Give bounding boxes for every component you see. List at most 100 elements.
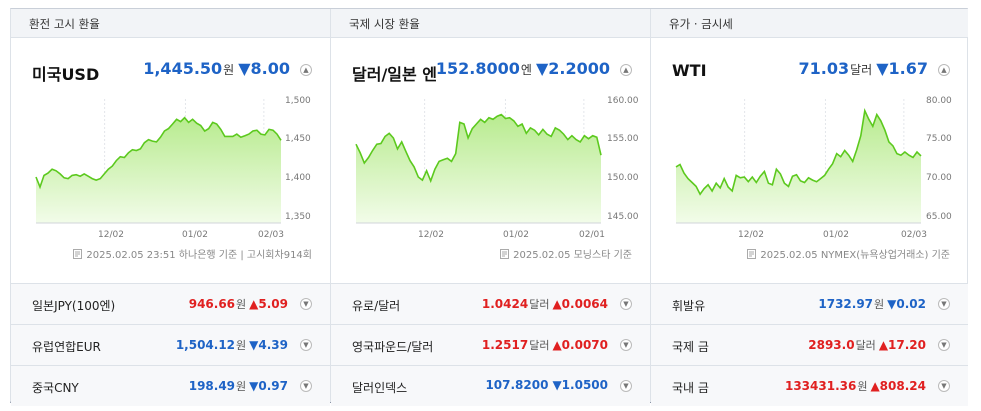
price-value: 152.8000 xyxy=(435,59,520,78)
series-line xyxy=(675,107,922,196)
expand-chevron-down-icon[interactable]: ▼ xyxy=(300,339,312,351)
item-change: ▼1.0500 xyxy=(552,378,608,392)
y-tick-label: 145.00 xyxy=(607,212,639,222)
exchange-rate-panel: 환전 고시 환율 미국USD 1,445.50원 ▼8.00 ▲ 1,500 1,… xyxy=(11,9,330,406)
series-line xyxy=(35,116,282,190)
item-price: 1.2517 xyxy=(481,338,529,352)
y-tick-label: 1,350 xyxy=(285,212,311,222)
list-item[interactable]: 달러인덱스 107.8200 ▼1.0500 ▼ xyxy=(331,365,650,406)
item-price: 198.49 xyxy=(188,379,236,393)
y-tick-label: 75.00 xyxy=(926,134,952,144)
sub-item-list: 일본JPY(100엔) 946.66원 ▲5.09 ▼ 유럽연합EUR 1,504… xyxy=(11,283,330,406)
expand-chevron-down-icon[interactable]: ▼ xyxy=(938,339,950,351)
y-tick-label: 160.00 xyxy=(607,96,639,106)
item-change: ▼0.02 xyxy=(887,297,926,311)
panel-header[interactable]: 유가 · 금시세 xyxy=(651,9,968,38)
list-item[interactable]: 영국파운드/달러 1.2517달러 ▲0.0070 ▼ xyxy=(331,324,650,365)
exchange-rate-chart: 1,500 1,450 1,400 1,350 12/02 01/02 02/0… xyxy=(35,96,311,240)
data-source-note: 2025.02.05 모닝스타 기준 xyxy=(500,246,632,261)
list-item[interactable]: 유로/달러 1.0424달러 ▲0.0064 ▼ xyxy=(331,283,650,324)
item-name: 국제 금 xyxy=(672,340,709,354)
item-price: 107.8200 xyxy=(485,378,549,392)
expand-chevron-down-icon[interactable]: ▼ xyxy=(620,380,632,392)
x-tick-label: 12/02 xyxy=(738,230,764,240)
y-tick-label: 70.00 xyxy=(926,173,952,183)
expand-chevron-down-icon[interactable]: ▼ xyxy=(300,380,312,392)
price-unit: 원 xyxy=(223,63,235,77)
panel-header[interactable]: 환전 고시 환율 xyxy=(11,9,330,38)
item-unit: 달러 xyxy=(855,339,876,352)
market-widget: 환전 고시 환율 미국USD 1,445.50원 ▼8.00 ▲ 1,500 1,… xyxy=(10,8,968,406)
item-value: 133431.36원 ▲808.24 xyxy=(785,378,926,394)
list-item[interactable]: 국제 금 2893.0달러 ▲17.20 ▼ xyxy=(651,324,968,365)
series-line xyxy=(355,113,602,184)
expand-chevron-down-icon[interactable]: ▼ xyxy=(620,298,632,310)
item-change: ▲808.24 xyxy=(870,379,926,393)
panel-header[interactable]: 국제 시장 환율 xyxy=(331,9,650,38)
main-item-title[interactable]: 미국USD xyxy=(32,65,100,84)
item-price: 1732.97 xyxy=(818,297,874,311)
x-tick-label: 02/01 xyxy=(579,230,605,240)
y-tick-label: 80.00 xyxy=(926,96,952,106)
item-value: 1732.97원 ▼0.02 xyxy=(818,296,926,312)
item-value: 946.66원 ▲5.09 xyxy=(189,296,288,312)
expand-chevron-down-icon[interactable]: ▼ xyxy=(620,339,632,351)
y-tick-label: 1,450 xyxy=(285,134,311,144)
document-icon xyxy=(747,249,757,259)
expand-chevron-up-icon[interactable]: ▲ xyxy=(300,64,312,76)
area-fill xyxy=(36,117,281,223)
source-text: 2025.02.05 23:51 하나은행 기준 | 고시회차914회 xyxy=(86,250,312,261)
item-unit: 달러 xyxy=(529,298,550,311)
item-unit: 원 xyxy=(236,298,247,311)
item-price: 1.0424 xyxy=(481,297,529,311)
item-unit: 원 xyxy=(857,380,868,393)
list-item[interactable]: 중국CNY 198.49원 ▼0.97 ▼ xyxy=(11,365,330,406)
expand-chevron-down-icon[interactable]: ▼ xyxy=(938,298,950,310)
item-name: 유로/달러 xyxy=(352,299,401,313)
expand-chevron-down-icon[interactable]: ▼ xyxy=(300,298,312,310)
item-value: 1.2517달러 ▲0.0070 xyxy=(482,337,608,353)
item-name: 일본JPY(100엔) xyxy=(32,299,116,313)
item-value: 2893.0달러 ▲17.20 xyxy=(808,337,926,353)
x-tick-label: 12/02 xyxy=(98,230,124,240)
item-value: 1.0424달러 ▲0.0064 xyxy=(482,296,608,312)
expand-chevron-up-icon[interactable]: ▲ xyxy=(620,64,632,76)
item-value: 107.8200 ▼1.0500 xyxy=(485,378,608,392)
expand-chevron-down-icon[interactable]: ▼ xyxy=(938,380,950,392)
item-change: ▼4.39 xyxy=(249,338,288,352)
item-change: ▲17.20 xyxy=(878,338,926,352)
item-change: ▼0.97 xyxy=(249,379,288,393)
data-source-note: 2025.02.05 NYMEX(뉴욕상업거래소) 기준 xyxy=(747,246,950,261)
item-name: 달러인덱스 xyxy=(352,381,408,395)
item-change: ▲5.09 xyxy=(249,297,288,311)
price-unit: 엔 xyxy=(520,63,532,77)
price-value: 1,445.50 xyxy=(143,59,223,78)
main-item-title[interactable]: WTI xyxy=(672,61,707,80)
item-name: 국내 금 xyxy=(672,381,709,395)
item-name: 휘발유 xyxy=(672,299,706,313)
main-item-price: 1,445.50원 ▼8.00 xyxy=(143,59,290,78)
item-price: 946.66 xyxy=(188,297,236,311)
list-item[interactable]: 유럽연합EUR 1,504.12원 ▼4.39 ▼ xyxy=(11,324,330,365)
item-value: 1,504.12원 ▼4.39 xyxy=(176,337,288,353)
expand-chevron-up-icon[interactable]: ▲ xyxy=(938,64,950,76)
price-value: 71.03 xyxy=(798,59,850,78)
y-tick-label: 1,500 xyxy=(285,96,311,106)
item-price: 2893.0 xyxy=(808,338,855,352)
item-change: ▲0.0070 xyxy=(552,338,608,352)
list-item[interactable]: 일본JPY(100엔) 946.66원 ▲5.09 ▼ xyxy=(11,283,330,324)
price-change: ▼2.2000 xyxy=(535,59,610,78)
intl-market-panel: 국제 시장 환율 달러/일본 엔 152.8000엔 ▼2.2000 ▲ 160.… xyxy=(330,9,650,406)
list-item[interactable]: 휘발유 1732.97원 ▼0.02 ▼ xyxy=(651,283,968,324)
x-tick-label: 02/03 xyxy=(901,230,927,240)
item-unit: 원 xyxy=(236,380,247,393)
source-text: 2025.02.05 모닝스타 기준 xyxy=(513,250,632,261)
item-price: 133431.36 xyxy=(784,379,857,393)
main-item-price: 152.8000엔 ▼2.2000 xyxy=(436,59,610,78)
main-item-price: 71.03달러 ▼1.67 xyxy=(799,59,928,78)
main-item-title[interactable]: 달러/일본 엔 xyxy=(352,65,438,84)
item-unit: 원 xyxy=(874,298,885,311)
list-item[interactable]: 국내 금 133431.36원 ▲808.24 ▼ xyxy=(651,365,968,406)
data-source-note: 2025.02.05 23:51 하나은행 기준 | 고시회차914회 xyxy=(73,246,312,261)
item-price: 1,504.12 xyxy=(175,338,236,352)
